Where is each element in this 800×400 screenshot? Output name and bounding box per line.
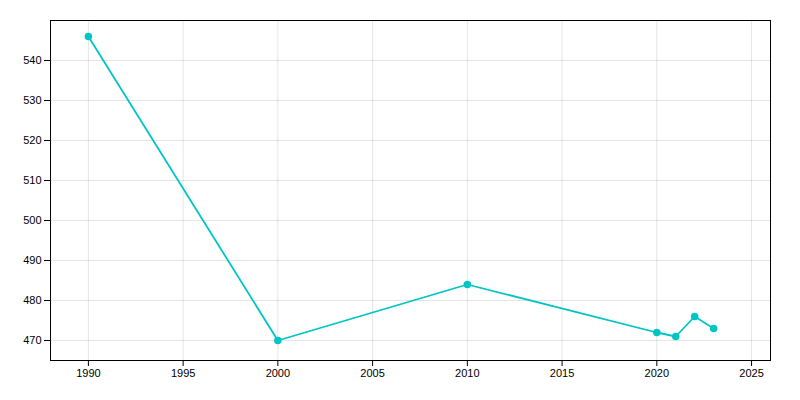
svg-text:480: 480	[23, 294, 41, 306]
svg-text:1990: 1990	[76, 367, 100, 379]
svg-text:540: 540	[23, 54, 41, 66]
svg-text:470: 470	[23, 334, 41, 346]
svg-text:2025: 2025	[739, 367, 763, 379]
svg-text:510: 510	[23, 174, 41, 186]
svg-text:2010: 2010	[455, 367, 479, 379]
svg-text:2020: 2020	[645, 367, 669, 379]
svg-text:2005: 2005	[360, 367, 384, 379]
svg-text:2000: 2000	[266, 367, 290, 379]
svg-text:490: 490	[23, 254, 41, 266]
svg-text:520: 520	[23, 134, 41, 146]
svg-text:530: 530	[23, 94, 41, 106]
svg-text:2015: 2015	[550, 367, 574, 379]
svg-text:1995: 1995	[171, 367, 195, 379]
svg-text:500: 500	[23, 214, 41, 226]
